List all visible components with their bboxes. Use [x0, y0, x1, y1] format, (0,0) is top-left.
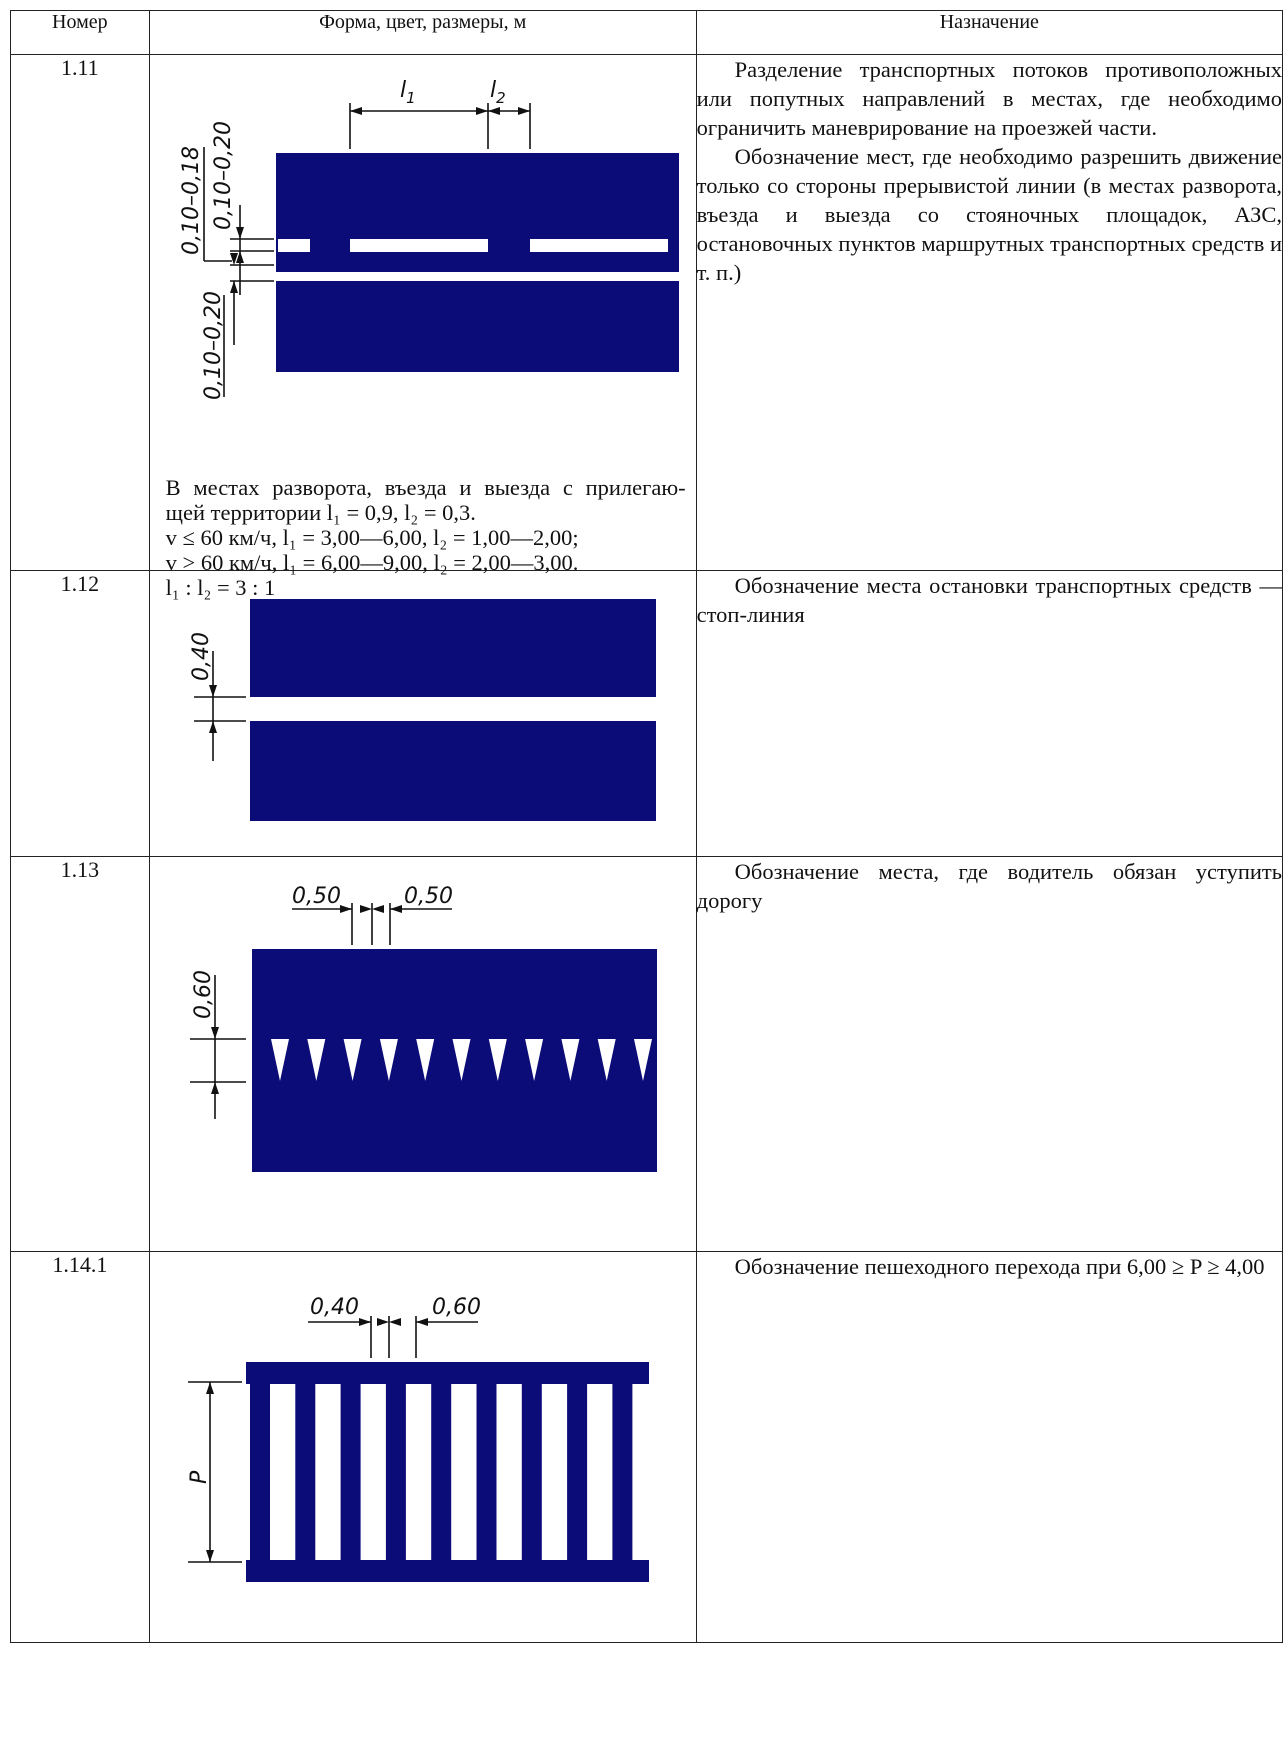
yield-triangle	[415, 1039, 434, 1081]
header-purpose: Назначение	[695, 10, 1283, 55]
dimension-lines	[193, 651, 246, 761]
note-line: щей территории l₁ = 0,9, l₂ = 0,3.	[165, 500, 476, 525]
dash-segment	[529, 239, 668, 252]
yield-triangle	[306, 1039, 325, 1081]
dash-segment	[277, 239, 310, 252]
zebra-stripe	[430, 1384, 451, 1560]
yield-triangle	[633, 1039, 652, 1081]
description-paragraph: Обозначение места остановки транспортных…	[696, 573, 1282, 627]
description-paragraph: Обозначение места, где водитель обязан у…	[696, 859, 1282, 913]
row-description: Обозначение места, где водитель обязан у…	[695, 856, 1283, 1252]
yield-triangles	[270, 1039, 688, 1081]
row-number: 1.11	[10, 54, 150, 571]
marking-diagram: 0,50 0,50 0,60	[189, 884, 688, 1172]
lower-edge-band	[245, 1560, 649, 1582]
dimension-label-stripe: 0,40	[310, 1295, 359, 1320]
upper-band	[251, 949, 657, 1039]
yield-triangle	[379, 1039, 398, 1081]
table-row: 1.13	[10, 856, 1283, 1252]
lower-band	[249, 721, 656, 821]
dimension-label-crossing-width: P	[187, 1470, 212, 1484]
dimension-label-height: 0,60	[191, 970, 216, 1019]
marking-figure-1-13: 0,50 0,50 0,60	[148, 856, 697, 1252]
note-line: В местах разворота, въезда и выезда с пр…	[165, 475, 686, 500]
yield-triangle	[597, 1039, 616, 1081]
marking-figure-1-11: l1 l2 0,10–0,18 0,10–0,20 0,10–0,20 В ме…	[148, 54, 697, 600]
yield-triangle	[270, 1039, 289, 1081]
dimension-label-width: 0,40	[189, 632, 214, 681]
zebra-stripe	[294, 1384, 315, 1560]
table-header-row: Номер Форма, цвет, размеры, м Назначение	[10, 10, 1283, 55]
zebra-stripe	[249, 1384, 270, 1560]
yield-triangle	[524, 1039, 543, 1081]
dimension-label-line-width: 0,10–0,20	[201, 291, 226, 400]
yield-triangle	[561, 1039, 580, 1081]
row-number: 1.12	[10, 570, 150, 857]
header-shape: Форма, цвет, размеры, м	[148, 10, 697, 55]
dimension-label-gap: 0,10–0,18	[179, 146, 204, 255]
upper-edge-band	[245, 1362, 649, 1384]
header-number: Номер	[10, 10, 150, 55]
dimension-arrows	[205, 1318, 428, 1562]
dimension-lines	[202, 103, 531, 397]
dimension-label-l1: l1	[400, 78, 416, 107]
zebra-stripe	[521, 1384, 542, 1560]
yield-triangle	[452, 1039, 471, 1081]
table-row: 1.11	[10, 54, 1283, 600]
description-paragraph: Разделение транспортных потоков противоп…	[696, 57, 1282, 140]
stop-line-band	[249, 599, 656, 697]
dash-segment	[349, 239, 488, 252]
dimension-label-gap: 0,50	[404, 884, 453, 909]
row-description: Обозначение места остановки транспортных…	[695, 570, 1283, 857]
dimension-arrows	[229, 107, 530, 293]
dimension-label-base: 0,50	[292, 884, 341, 909]
row-number: 1.13	[10, 856, 150, 1252]
marking-table: Номер Форма, цвет, размеры, м Назначение…	[10, 10, 1283, 1643]
zebra-stripe	[476, 1384, 497, 1560]
upper-marking-band	[275, 153, 679, 239]
table-row: 1.12 0,40 Обозначение места остановки тр…	[10, 570, 1283, 857]
zebra-stripe	[612, 1384, 633, 1560]
marking-diagram: 0,40	[189, 599, 656, 821]
yield-triangle	[669, 1039, 688, 1081]
table-row: 1.14.1	[10, 1251, 1283, 1643]
description-paragraph: Обозначение мест, где необходимо разреши…	[696, 144, 1283, 285]
description-paragraph: Обозначение пешеходного перехода при 6,0…	[734, 1254, 1265, 1279]
lower-marking-band	[275, 281, 679, 372]
row-number: 1.14.1	[10, 1251, 150, 1643]
marking-figure-1-12: 0,40	[148, 570, 697, 857]
dimension-label-l2: l2	[490, 78, 506, 107]
zebra-stripe	[340, 1384, 361, 1560]
dimension-label-gap: 0,60	[432, 1295, 481, 1320]
row-description: Обозначение пешеходного перехода при 6,0…	[695, 1251, 1283, 1643]
dimension-arrows	[210, 905, 402, 1094]
dimension-arrows	[208, 685, 217, 733]
note-line: v ≤ 60 км/ч, l₁ = 3,00—6,00, l₂ = 1,00—2…	[165, 525, 579, 550]
lower-band	[251, 1082, 657, 1172]
zebra-stripes	[249, 1384, 633, 1560]
zebra-stripe	[385, 1384, 406, 1560]
dimension-label-dash-width: 0,10–0,20	[211, 121, 236, 230]
yield-triangle	[343, 1039, 362, 1081]
marking-figure-1-14-1: 0,40 0,60 P	[148, 1251, 697, 1643]
row-description: Разделение транспортных потоков противоп…	[695, 54, 1283, 571]
marking-diagram: 0,40 0,60 P	[187, 1295, 649, 1582]
marking-diagram: l1 l2 0,10–0,18 0,10–0,20 0,10–0,20	[179, 78, 679, 400]
zebra-stripe	[566, 1384, 587, 1560]
yield-triangle	[488, 1039, 507, 1081]
